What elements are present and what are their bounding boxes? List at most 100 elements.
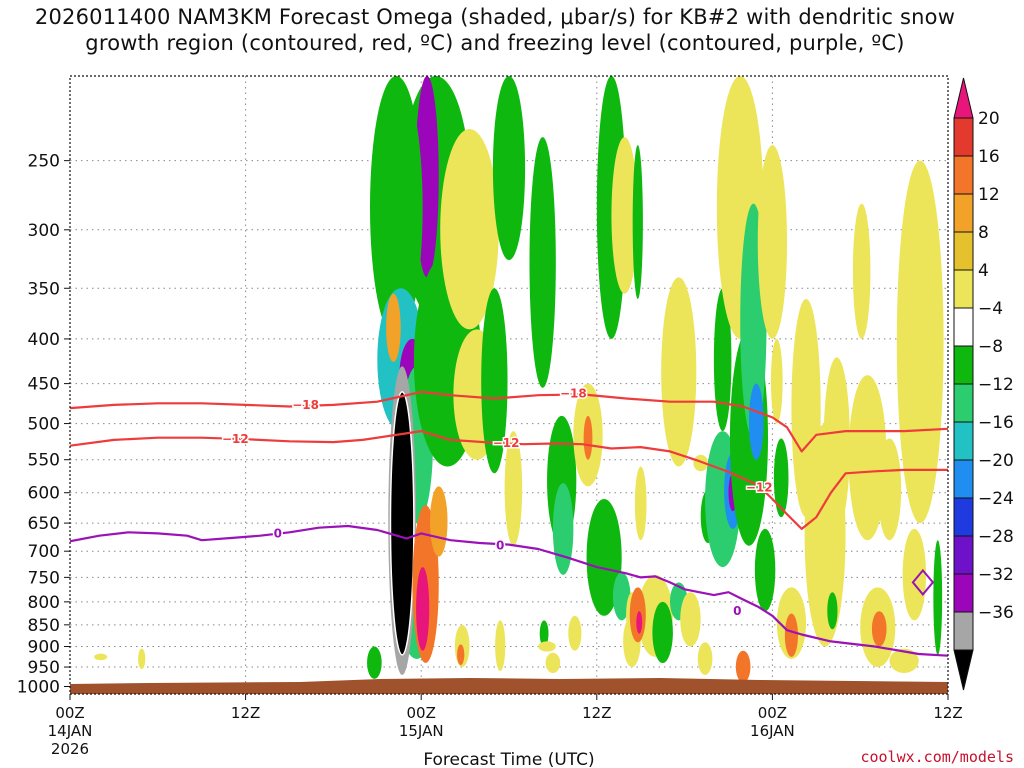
omega-cell bbox=[611, 137, 638, 294]
y-tick-label: 700 bbox=[28, 542, 60, 562]
colorbar-label: −36 bbox=[978, 603, 1014, 623]
omega-cell bbox=[823, 357, 850, 529]
omega-cell bbox=[748, 383, 764, 460]
omega-cell bbox=[652, 601, 673, 664]
omega-cell bbox=[386, 293, 401, 362]
x-tick-label: 00Z bbox=[55, 704, 84, 722]
omega-cell bbox=[369, 76, 423, 339]
omega-cell bbox=[440, 129, 499, 330]
x-tick-label: 12Z bbox=[933, 704, 962, 722]
temperature-contours bbox=[70, 390, 948, 657]
y-tick-label: 850 bbox=[28, 616, 60, 636]
y-tick-label: 400 bbox=[28, 330, 60, 350]
omega-cell bbox=[612, 572, 631, 621]
x-tick-label: 00Z bbox=[407, 704, 436, 722]
colorbar-label: 4 bbox=[978, 261, 989, 281]
omega-cell bbox=[773, 438, 789, 518]
colorbar-segment bbox=[953, 497, 974, 537]
colorbar-segment bbox=[953, 307, 974, 347]
omega-cell bbox=[754, 528, 776, 612]
source-credit: coolwx.com/models bbox=[860, 748, 1014, 766]
y-axis-ticks: 2503003504004505005506006507007508008509… bbox=[17, 152, 70, 697]
colorbar-label: 12 bbox=[978, 185, 1000, 205]
omega-cell bbox=[492, 76, 526, 261]
colorbar-segment bbox=[953, 535, 974, 575]
omega-cell bbox=[636, 611, 643, 634]
contour-label: 0 bbox=[274, 526, 282, 540]
omega-cell bbox=[827, 592, 838, 630]
contour-line-dgz-12 bbox=[70, 430, 948, 530]
colorbar-segment bbox=[953, 117, 974, 157]
y-tick-label: 650 bbox=[28, 514, 60, 534]
colorbar-label: −28 bbox=[978, 527, 1014, 547]
y-tick-label: 600 bbox=[28, 484, 60, 504]
x-tick-label: 12Z bbox=[231, 704, 260, 722]
omega-cell bbox=[634, 466, 647, 541]
omega-cell bbox=[504, 431, 523, 546]
colorbar-segment bbox=[953, 421, 974, 461]
omega-cell bbox=[538, 641, 556, 652]
omega-cell bbox=[871, 611, 887, 647]
y-tick-label: 350 bbox=[28, 279, 60, 299]
colorbar-label: 16 bbox=[978, 147, 1000, 167]
x-tick-year: 2026 bbox=[51, 740, 89, 758]
colorbar-label: 8 bbox=[978, 223, 989, 243]
x-axis-label: Forecast Time (UTC) bbox=[423, 750, 594, 768]
colorbar-segment bbox=[953, 155, 974, 195]
omega-cell bbox=[416, 567, 430, 651]
omega-cell bbox=[552, 483, 574, 575]
omega-cell bbox=[770, 338, 783, 424]
contour-line-freezing-0 bbox=[70, 524, 948, 657]
colorbar-label: −12 bbox=[978, 375, 1014, 395]
contour-label: 0 bbox=[496, 539, 504, 553]
colorbar-label: −4 bbox=[978, 299, 1003, 319]
colorbar-segment bbox=[953, 573, 974, 613]
omega-shading bbox=[94, 76, 944, 683]
contour-line-dgz-18 bbox=[70, 390, 948, 453]
x-tick-label: 12Z bbox=[582, 704, 611, 722]
colorbar-label: −8 bbox=[978, 337, 1003, 357]
omega-cell bbox=[784, 613, 799, 657]
x-tick-date: 14JAN bbox=[48, 722, 93, 740]
omega-cell bbox=[583, 415, 593, 460]
omega-cell bbox=[902, 528, 927, 621]
y-tick-label: 750 bbox=[28, 568, 60, 588]
colorbar-segment bbox=[953, 459, 974, 499]
contour-label: −12 bbox=[222, 432, 249, 446]
omega-cell bbox=[848, 375, 887, 541]
colorbar-segment bbox=[953, 611, 974, 651]
colorbar-bottom-arrow bbox=[953, 649, 974, 691]
y-tick-label: 1000 bbox=[17, 677, 60, 697]
colorbar-segment bbox=[953, 193, 974, 233]
omega-cell bbox=[529, 137, 556, 388]
colorbar-top-arrow bbox=[953, 77, 974, 119]
y-tick-label: 500 bbox=[28, 415, 60, 435]
colorbar-label: 20 bbox=[978, 109, 1000, 129]
omega-cell bbox=[545, 652, 561, 673]
contour-label: −18 bbox=[292, 398, 319, 412]
colorbar-segment bbox=[953, 231, 974, 271]
contour-label: −12 bbox=[493, 436, 520, 450]
omega-cell bbox=[481, 288, 508, 474]
omega-cell bbox=[877, 438, 902, 541]
colorbar-label: −32 bbox=[978, 565, 1014, 585]
omega-cell bbox=[389, 391, 415, 656]
omega-cell bbox=[495, 620, 506, 672]
colorbar-segment bbox=[953, 345, 974, 385]
omega-cell bbox=[138, 648, 146, 670]
omega-cell bbox=[889, 648, 919, 673]
contour-line-freezing-loop bbox=[911, 568, 935, 596]
chart-title-line-1: 2026011400 NAM3KM Forecast Omega (shaded… bbox=[34, 5, 956, 29]
contour-label: 0 bbox=[733, 604, 741, 618]
contour-labels: −18 −18 −12 −12 −12 0 0 0 bbox=[220, 385, 774, 620]
omega-cell bbox=[539, 620, 549, 647]
y-tick-label: 950 bbox=[28, 658, 60, 678]
omega-cell bbox=[586, 498, 622, 616]
omega-cell bbox=[367, 646, 382, 679]
omega-cell bbox=[94, 653, 108, 661]
omega-cell bbox=[568, 615, 582, 651]
omega-cell bbox=[693, 454, 709, 472]
omega-cell bbox=[697, 642, 713, 675]
